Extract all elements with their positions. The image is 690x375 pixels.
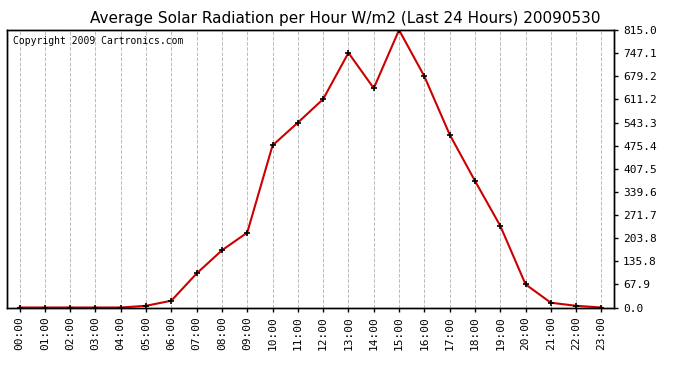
Text: Copyright 2009 Cartronics.com: Copyright 2009 Cartronics.com xyxy=(13,36,184,45)
Text: Average Solar Radiation per Hour W/m2 (Last 24 Hours) 20090530: Average Solar Radiation per Hour W/m2 (L… xyxy=(90,11,600,26)
